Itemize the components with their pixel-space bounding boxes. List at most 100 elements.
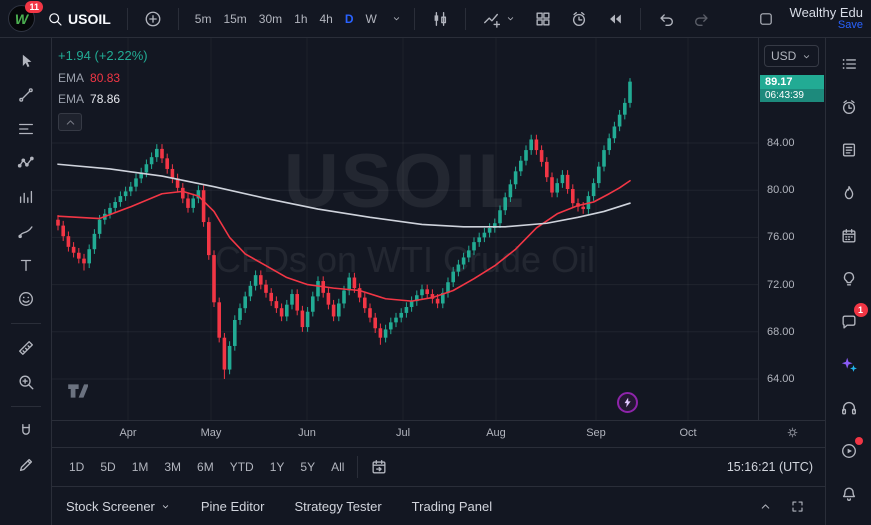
sidebar-economic-calendar[interactable] xyxy=(835,222,863,250)
tab-pine-editor[interactable]: Pine Editor xyxy=(201,499,265,514)
replay-icon xyxy=(606,10,624,28)
interval-30m-button[interactable]: 30m xyxy=(253,8,288,30)
currency-label: USD xyxy=(771,49,797,63)
compare-add-button[interactable] xyxy=(138,6,168,32)
sidebar-hotlists[interactable] xyxy=(835,179,863,207)
flame-icon xyxy=(840,184,858,202)
interval-w-button[interactable]: W xyxy=(360,8,383,30)
tool-draw-edit[interactable] xyxy=(11,452,41,478)
interval-1h-button[interactable]: 1h xyxy=(288,8,313,30)
range-6m-button[interactable]: 6M xyxy=(190,456,221,478)
server-clock[interactable]: 15:16:21 (UTC) xyxy=(726,460,813,474)
sidebar-alerts[interactable] xyxy=(835,93,863,121)
time-axis-label: Sep xyxy=(586,427,606,439)
currency-dropdown[interactable]: USD xyxy=(764,45,819,67)
square-icon xyxy=(758,11,774,27)
sidebar-chat[interactable]: 1 xyxy=(835,303,868,336)
range-ytd-button[interactable]: YTD xyxy=(223,456,261,478)
symbol-search-button[interactable]: USOIL xyxy=(41,7,117,31)
redo-button[interactable] xyxy=(687,6,717,32)
news-icon xyxy=(840,141,858,159)
play-circle-icon xyxy=(840,442,858,460)
bulb-icon xyxy=(840,270,858,288)
price-axis-label: 72.00 xyxy=(767,278,795,291)
interval-d-button[interactable]: D xyxy=(339,8,360,30)
tool-cursor[interactable] xyxy=(11,48,41,74)
range-5y-button[interactable]: 5Y xyxy=(293,456,322,478)
sidebar-support[interactable] xyxy=(835,394,863,422)
interval-4h-button[interactable]: 4h xyxy=(314,8,339,30)
save-button[interactable]: Save xyxy=(837,18,863,31)
tool-text[interactable] xyxy=(11,252,41,278)
time-axis-label: Oct xyxy=(679,427,697,439)
range-3m-button[interactable]: 3M xyxy=(157,456,188,478)
broker-logo[interactable]: W 11 xyxy=(8,1,43,32)
tradingview-logo[interactable] xyxy=(66,380,88,402)
chart-canvas[interactable]: USOIL CFDs on WTI Crude Oil +1.94 (+2.22… xyxy=(52,38,758,420)
save-layout-checkbox[interactable] xyxy=(752,7,780,31)
tab-strategy-tester[interactable]: Strategy Tester xyxy=(294,499,381,514)
chart-type-button[interactable] xyxy=(425,6,455,32)
interval-menu-button[interactable] xyxy=(389,9,404,28)
legend-collapse-button[interactable] xyxy=(58,113,82,131)
price-axis-label: 80.00 xyxy=(767,184,795,197)
create-alert-button[interactable] xyxy=(564,6,594,32)
interval-15m-button[interactable]: 15m xyxy=(217,8,252,30)
range-1d-button[interactable]: 1D xyxy=(62,456,91,478)
right-sidebar: 1 xyxy=(825,38,871,525)
legend-indicator-1[interactable]: EMA 78.86 xyxy=(58,92,148,106)
chevron-up-icon xyxy=(64,116,77,129)
sidebar-ideas[interactable] xyxy=(835,265,863,293)
indicators-button[interactable] xyxy=(476,6,522,32)
toolbar-separator xyxy=(639,7,641,30)
tab-stock-screener[interactable]: Stock Screener xyxy=(66,499,171,514)
tool-xabcd-pattern[interactable] xyxy=(11,150,41,176)
range-1m-button[interactable]: 1M xyxy=(125,456,156,478)
idea-marker[interactable] xyxy=(617,392,638,413)
price-scale[interactable]: USD 89.17 06:43:39 84.00 80.00 76.00 72.00 6… xyxy=(758,38,825,420)
time-scale[interactable]: Apr May Jun Jul Aug Sep Oct xyxy=(52,420,825,447)
chevron-down-icon xyxy=(160,501,171,512)
bar-replay-button[interactable] xyxy=(600,6,630,32)
tool-brush[interactable] xyxy=(11,218,41,244)
legend-indicator-0[interactable]: EMA 80.83 xyxy=(58,71,148,85)
text-icon xyxy=(17,256,35,274)
range-all-button[interactable]: All xyxy=(324,456,351,478)
alarm-icon xyxy=(840,98,858,116)
tool-magnet[interactable] xyxy=(11,418,41,444)
panel-expand-chevron[interactable] xyxy=(759,500,772,513)
tool-ruler[interactable] xyxy=(11,335,41,361)
layout-grid-icon xyxy=(534,10,552,28)
tool-fib-retracement[interactable] xyxy=(11,116,41,142)
range-5d-button[interactable]: 5D xyxy=(93,456,122,478)
candlestick-chart xyxy=(52,38,758,420)
sidebar-tutorials[interactable] xyxy=(835,437,863,465)
chevron-down-icon xyxy=(801,51,812,62)
gear-icon[interactable] xyxy=(785,425,800,440)
panel-maximize-icon[interactable] xyxy=(790,499,805,514)
interval-5m-button[interactable]: 5m xyxy=(189,8,218,30)
sidebar-news[interactable] xyxy=(835,136,863,164)
tool-emoji[interactable] xyxy=(11,286,41,312)
drawing-toolbar xyxy=(0,38,52,525)
undo-button[interactable] xyxy=(651,6,681,32)
interval-group: 5m 15m 30m 1h 4h D W xyxy=(189,8,383,30)
go-to-date-button[interactable] xyxy=(364,454,394,480)
redo-icon xyxy=(693,10,711,28)
bottom-panel: Stock Screener Pine Editor Strategy Tester… xyxy=(52,486,825,525)
chat-icon xyxy=(840,313,858,331)
indicators-icon xyxy=(482,10,500,28)
range-1y-button[interactable]: 1Y xyxy=(263,456,292,478)
date-range-bar: 1D 5D 1M 3M 6M YTD 1Y 5Y All 15:16:21 (UTC) xyxy=(52,447,825,486)
sidebar-watchlist[interactable] xyxy=(835,50,863,78)
tool-zoom-in[interactable] xyxy=(11,369,41,395)
tool-forecast[interactable] xyxy=(11,184,41,210)
layout-grid-button[interactable] xyxy=(528,6,558,32)
chart-legend: +1.94 (+2.22%) EMA 80.83 EMA 78.86 xyxy=(58,48,148,131)
tool-trend-line[interactable] xyxy=(11,82,41,108)
tab-label: Trading Panel xyxy=(411,498,493,514)
notification-count-badge: 11 xyxy=(25,1,43,13)
tab-trading-panel[interactable]: Trading Panel xyxy=(412,499,492,514)
sidebar-ai-assistant[interactable] xyxy=(835,351,863,379)
sidebar-notifications[interactable] xyxy=(835,480,863,508)
